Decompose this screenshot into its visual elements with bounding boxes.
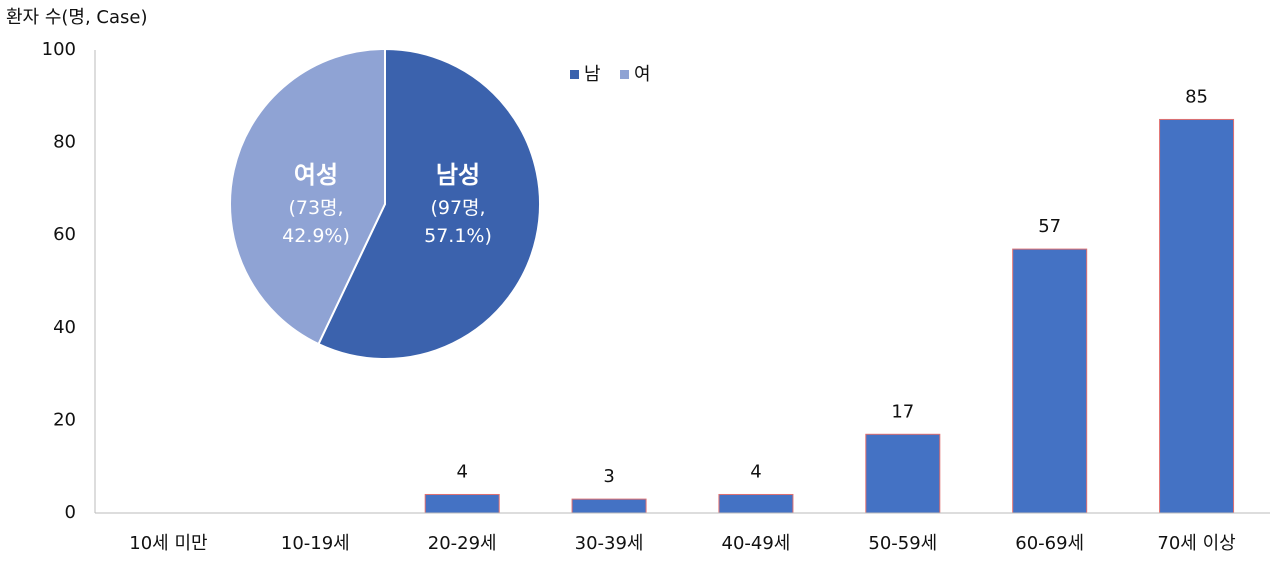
slice-title: 남성 [435,161,481,189]
x-tick-label: 70세 이상 [1157,533,1235,554]
y-tick-label: 0 [65,502,76,523]
data-label: 4 [750,461,761,482]
legend-swatch [620,70,629,79]
y-tick-label: 60 [53,224,76,245]
y-tick-label: 80 [53,132,76,153]
y-tick-label: 40 [53,317,76,338]
x-tick-label: 60-69세 [1015,533,1084,554]
data-label: 57 [1038,216,1061,237]
x-tick-label: 10-19세 [281,533,350,554]
slice-title: 여성 [293,161,339,189]
data-label: 3 [603,466,614,487]
legend-label: 남 [584,64,601,85]
bar [865,433,941,514]
x-tick-label: 50-59세 [868,533,937,554]
legend-label: 여 [634,64,651,85]
x-tick-label: 20-29세 [428,533,497,554]
bar [718,493,794,514]
x-tick-label: 30-39세 [575,533,644,554]
data-label: 17 [891,401,914,422]
slice-label: (73명, 42.9%) [282,197,350,247]
pie-slice [317,47,541,360]
data-label: 85 [1185,86,1208,107]
x-tick-label: 40-49세 [722,533,791,554]
legend-swatch [570,70,579,79]
y-axis-label: 환자 수(명, Case) [6,7,148,28]
data-label: 4 [456,461,467,482]
bar [1159,118,1235,514]
bar [424,493,500,514]
x-tick-label: 10세 미만 [129,533,207,554]
pie-slice [229,47,386,346]
bar [571,498,647,514]
bar [1012,248,1088,514]
y-tick-label: 20 [53,409,76,430]
slice-label: (97명, 57.1%) [424,197,492,247]
y-tick-label: 100 [42,39,76,60]
